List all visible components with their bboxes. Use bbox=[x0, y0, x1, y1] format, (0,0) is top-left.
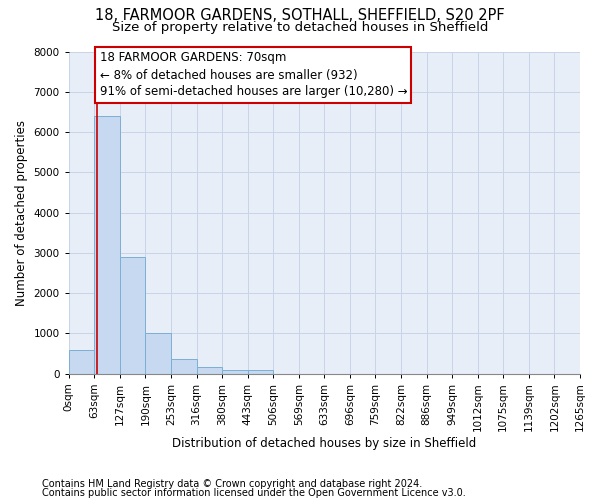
Text: 18, FARMOOR GARDENS, SOTHALL, SHEFFIELD, S20 2PF: 18, FARMOOR GARDENS, SOTHALL, SHEFFIELD,… bbox=[95, 8, 505, 22]
X-axis label: Distribution of detached houses by size in Sheffield: Distribution of detached houses by size … bbox=[172, 437, 476, 450]
Y-axis label: Number of detached properties: Number of detached properties bbox=[15, 120, 28, 306]
Bar bbox=[222, 370, 248, 374]
Bar bbox=[69, 350, 94, 374]
Bar bbox=[120, 257, 145, 374]
Bar bbox=[171, 359, 197, 374]
Bar bbox=[94, 116, 120, 374]
Bar bbox=[197, 366, 222, 374]
Text: Size of property relative to detached houses in Sheffield: Size of property relative to detached ho… bbox=[112, 21, 488, 34]
Bar bbox=[145, 334, 171, 374]
Text: Contains HM Land Registry data © Crown copyright and database right 2024.: Contains HM Land Registry data © Crown c… bbox=[42, 479, 422, 489]
Bar bbox=[248, 370, 273, 374]
Text: Contains public sector information licensed under the Open Government Licence v3: Contains public sector information licen… bbox=[42, 488, 466, 498]
Text: 18 FARMOOR GARDENS: 70sqm
← 8% of detached houses are smaller (932)
91% of semi-: 18 FARMOOR GARDENS: 70sqm ← 8% of detach… bbox=[100, 52, 407, 98]
